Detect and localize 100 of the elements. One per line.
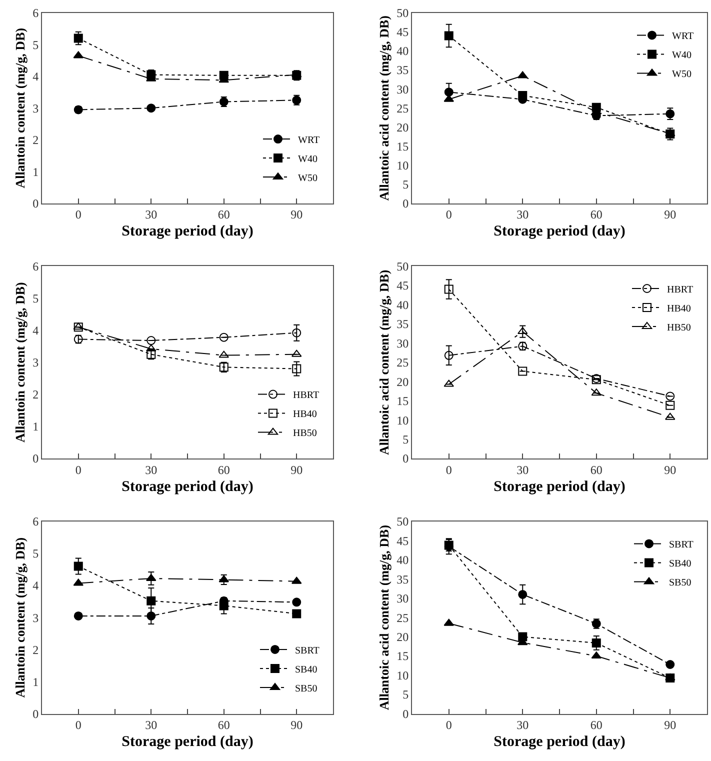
x-tick-label: 0 [446, 718, 452, 732]
y-tick-label: 30 [396, 82, 409, 96]
y-tick-label: 0 [32, 452, 39, 466]
x-tick-label: 0 [446, 208, 452, 222]
y-axis-title: Allantoin content (mg/g, DB) [12, 537, 28, 698]
y-axis-title: Allantoic acid content (mg/g, DB) [376, 270, 392, 455]
legend-label: HB40 [293, 409, 317, 420]
y-tick-label: 3 [32, 356, 39, 370]
y-tick-label: 35 [396, 63, 409, 78]
legend-label: W50 [298, 172, 318, 184]
x-tick-label: 60 [590, 718, 602, 732]
y-axis-title: Allantoic acid content (mg/g, DB) [376, 524, 392, 710]
x-tick-label: 60 [218, 462, 230, 477]
legend-label: SB40 [669, 558, 692, 570]
legend-label: SB50 [669, 578, 692, 589]
x-tick-label: 30 [516, 718, 529, 732]
legend-label: SBRT [669, 540, 694, 551]
y-tick-label: 6 [32, 514, 39, 529]
y-tick-label: 0 [402, 452, 409, 466]
y-tick-label: 5 [32, 291, 39, 306]
y-tick-label: 5 [402, 177, 409, 192]
y-tick-label: 5 [32, 546, 39, 561]
y-tick-label: 1 [32, 420, 39, 434]
y-tick-label: 30 [396, 336, 409, 350]
y-tick-label: 20 [396, 120, 409, 134]
y-tick-label: 2 [32, 642, 39, 657]
legend-label: W50 [672, 69, 692, 80]
legend-label: HB50 [293, 428, 317, 440]
y-tick-label: 2 [32, 388, 39, 402]
y-tick-label: 50 [396, 6, 409, 20]
x-tick-label: 0 [75, 718, 82, 732]
y-tick-label: 0 [32, 706, 39, 721]
y-tick-label: 4 [32, 323, 39, 338]
y-tick-label: 35 [396, 317, 409, 332]
x-tick-label: 0 [75, 462, 82, 477]
y-tick-label: 45 [396, 25, 409, 40]
x-tick-label: 90 [664, 462, 676, 477]
x-axis-title: Storage period (day) [494, 478, 626, 495]
y-tick-label: 45 [396, 278, 409, 293]
y-tick-label: 3 [32, 610, 39, 625]
y-tick-label: 1 [32, 164, 39, 179]
y-tick-label: 0 [32, 196, 39, 211]
y-tick-label: 3 [32, 101, 39, 116]
x-axis-title: Storage period (day) [494, 224, 626, 240]
legend-label: W40 [298, 154, 318, 165]
y-tick-label: 5 [402, 688, 409, 702]
y-tick-label: 4 [32, 70, 39, 84]
legend-label: HBRT [293, 390, 320, 402]
x-tick-label: 30 [145, 718, 158, 732]
x-tick-label: 0 [446, 462, 452, 477]
y-tick-label: 40 [396, 553, 409, 568]
x-tick-label: 60 [590, 462, 602, 477]
y-tick-label: 10 [396, 413, 409, 428]
y-tick-label: 2 [32, 133, 39, 148]
y-tick-label: 0 [402, 196, 409, 211]
y-tick-label: 1 [32, 674, 39, 689]
y-tick-label: 15 [396, 649, 409, 664]
x-tick-label: 30 [145, 462, 158, 477]
x-tick-label: 90 [664, 208, 676, 222]
x-tick-label: 60 [218, 718, 230, 732]
y-tick-label: 5 [402, 432, 409, 446]
x-tick-label: 90 [290, 718, 303, 732]
legend-label: HBRT [667, 284, 694, 296]
x-tick-label: 30 [145, 208, 158, 222]
x-tick-label: 90 [290, 208, 303, 222]
legend-label: SB40 [295, 664, 318, 676]
legend-label: SBRT [295, 645, 320, 656]
y-tick-label: 30 [396, 592, 409, 606]
y-axis-title: Allantoic acid content (mg/g, DB) [376, 15, 392, 201]
y-tick-label: 40 [396, 44, 409, 58]
x-tick-label: 60 [590, 208, 602, 222]
y-tick-label: 10 [396, 668, 409, 682]
y-tick-label: 15 [396, 139, 409, 154]
x-tick-label: 60 [218, 208, 230, 222]
x-axis-title: Storage period (day) [122, 478, 254, 495]
x-tick-label: 90 [664, 718, 676, 732]
y-tick-label: 35 [396, 572, 409, 586]
legend-label: HB50 [667, 322, 691, 334]
y-tick-label: 25 [396, 356, 409, 370]
y-tick-label: 25 [396, 610, 409, 625]
y-tick-label: 25 [396, 101, 409, 116]
y-axis-title: Allantoin content (mg/g, DB) [12, 282, 28, 443]
y-tick-label: 50 [396, 514, 409, 529]
y-tick-label: 5 [32, 38, 39, 52]
legend-label: HB40 [667, 303, 691, 314]
legend-label: WRT [672, 31, 694, 42]
legend-label: W40 [672, 50, 692, 62]
y-tick-label: 6 [32, 6, 39, 20]
legend-label: WRT [298, 134, 320, 146]
x-axis-title: Storage period (day) [122, 734, 254, 750]
x-tick-label: 0 [75, 208, 82, 222]
x-axis-title: Storage period (day) [122, 224, 254, 240]
y-tick-label: 4 [32, 578, 39, 593]
x-tick-label: 30 [516, 462, 529, 477]
y-tick-label: 15 [396, 394, 409, 408]
y-tick-label: 20 [396, 374, 409, 389]
y-tick-label: 20 [396, 630, 409, 644]
y-axis-title: Allantoin content (mg/g, DB) [12, 28, 28, 188]
y-tick-label: 40 [396, 298, 409, 312]
y-tick-label: 6 [32, 259, 39, 274]
